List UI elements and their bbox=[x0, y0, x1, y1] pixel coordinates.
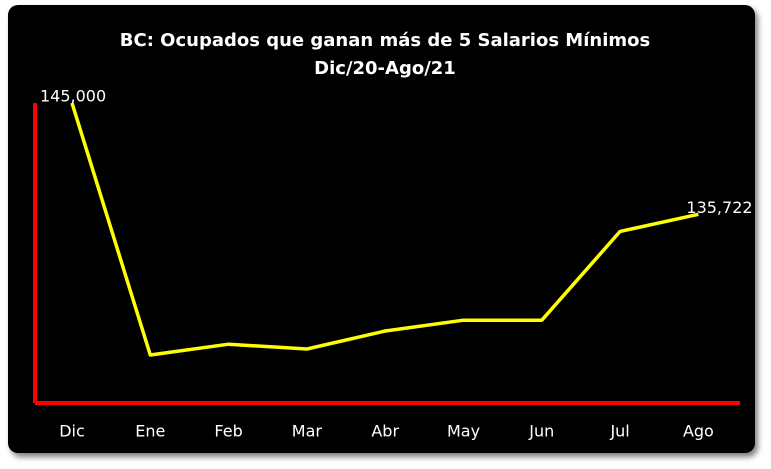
chart-background bbox=[8, 5, 755, 453]
x-tick-label: May bbox=[447, 422, 480, 441]
data-label: 145,000 bbox=[40, 87, 106, 106]
x-tick-label: Jun bbox=[528, 422, 554, 441]
chart-subtitle: Dic/20-Ago/21 bbox=[314, 58, 456, 79]
x-tick-label: Ene bbox=[135, 422, 165, 441]
x-tick-label: Feb bbox=[214, 422, 242, 441]
x-tick-label: Dic bbox=[59, 422, 85, 441]
chart-title: BC: Ocupados que ganan más de 5 Salarios… bbox=[120, 30, 650, 51]
x-tick-label: Mar bbox=[292, 422, 323, 441]
data-label: 135,722 bbox=[686, 198, 752, 217]
data-line bbox=[70, 102, 699, 357]
x-tick-label: Ago bbox=[683, 422, 714, 441]
x-tick-label: Jul bbox=[609, 422, 629, 441]
x-tick-label: Abr bbox=[371, 422, 399, 441]
